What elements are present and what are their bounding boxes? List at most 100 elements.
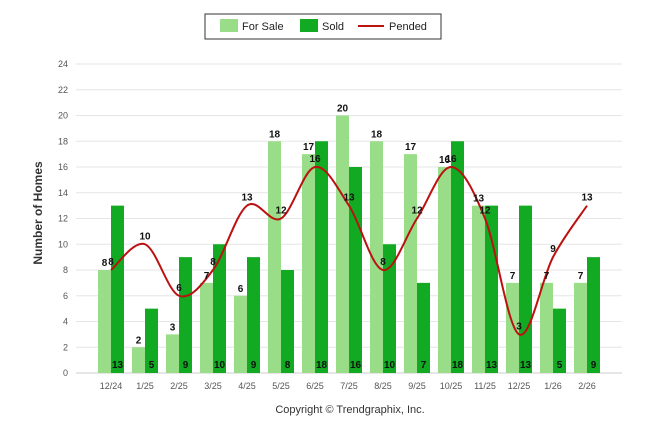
bar-sold bbox=[485, 205, 498, 373]
data-label-pended: 12 bbox=[479, 206, 491, 217]
data-label-sold: 8 bbox=[285, 360, 291, 371]
y-axis-label: Number of Homes bbox=[31, 161, 45, 265]
data-label-pended: 13 bbox=[343, 193, 355, 204]
pended-line-path bbox=[110, 165, 588, 336]
x-tick-label: 1/26 bbox=[544, 381, 562, 391]
data-label-pended: 10 bbox=[139, 231, 151, 242]
x-axis: 12/24 1/25 2/25 3/25 4/25 5/25 6/25 7/25 8/25 9/2… bbox=[100, 381, 596, 391]
bar-for-sale bbox=[472, 205, 485, 373]
y-tick-label: 10 bbox=[58, 239, 68, 249]
bar-for-sale bbox=[540, 282, 553, 373]
y-tick-label: 6 bbox=[63, 291, 68, 301]
bar-for-sale bbox=[506, 282, 519, 373]
bar-sold bbox=[111, 205, 124, 373]
bar-for-sale bbox=[302, 154, 315, 373]
bar-for-sale bbox=[98, 270, 111, 373]
legend-label-for-sale: For Sale bbox=[242, 21, 284, 33]
data-label-sold: 13 bbox=[112, 360, 124, 371]
data-label-for-sale: 20 bbox=[337, 104, 349, 115]
bar-sold bbox=[383, 244, 396, 373]
data-label-for-sale: 17 bbox=[303, 142, 315, 153]
data-label-sold: 16 bbox=[350, 360, 362, 371]
data-label-sold: 18 bbox=[452, 360, 464, 371]
bar-sold bbox=[145, 308, 158, 373]
bar-sold bbox=[247, 257, 260, 373]
bar-sold bbox=[417, 282, 430, 373]
data-label-for-sale: 7 bbox=[544, 271, 550, 282]
data-label-sold: 18 bbox=[316, 360, 328, 371]
data-label-sold: 9 bbox=[183, 360, 189, 371]
x-tick-label: 4/25 bbox=[238, 381, 256, 391]
x-tick-label: 12/25 bbox=[508, 381, 531, 391]
legend-label-sold: Sold bbox=[322, 21, 344, 33]
data-label-for-sale: 7 bbox=[204, 271, 210, 282]
x-tick-label: 7/25 bbox=[340, 381, 358, 391]
bar-for-sale bbox=[200, 282, 213, 373]
data-label-sold: 10 bbox=[384, 360, 396, 371]
pended-line bbox=[110, 165, 588, 336]
data-label-sold: 9 bbox=[251, 360, 257, 371]
data-label-pended: 13 bbox=[241, 193, 253, 204]
data-label-pended: 9 bbox=[550, 244, 556, 255]
data-label-for-sale: 17 bbox=[405, 142, 417, 153]
data-label-pended: 12 bbox=[411, 206, 423, 217]
data-label-for-sale: 6 bbox=[238, 284, 244, 295]
legend-box bbox=[204, 13, 442, 40]
bar-sold bbox=[519, 205, 532, 373]
y-tick-label: 0 bbox=[63, 368, 68, 378]
data-label-sold: 10 bbox=[214, 360, 226, 371]
x-tick-label: 8/25 bbox=[374, 381, 392, 391]
bar-for-sale bbox=[370, 141, 383, 373]
copyright: Copyright © Trendgraphix, Inc. bbox=[275, 404, 424, 416]
bar-for-sale bbox=[268, 141, 281, 373]
data-label-pended: 13 bbox=[581, 193, 593, 204]
data-label-pended: 6 bbox=[176, 283, 182, 294]
data-label-pended: 8 bbox=[380, 257, 386, 268]
bar-for-sale bbox=[132, 347, 145, 373]
bar-sold bbox=[587, 257, 600, 373]
bar-sold bbox=[315, 141, 328, 373]
bar-sold bbox=[179, 257, 192, 373]
data-label-pended: 12 bbox=[275, 206, 287, 217]
x-tick-label: 9/25 bbox=[408, 381, 426, 391]
x-tick-label: 2/25 bbox=[170, 381, 188, 391]
bar-for-sale bbox=[438, 167, 451, 373]
y-tick-label: 12 bbox=[58, 214, 68, 224]
data-labels: 8 13 8 2 5 10 3 9 6 7 10 8 6 9 13 18 8 12 17 18 16 20 16 13 18 10… bbox=[102, 104, 597, 372]
data-label-for-sale: 18 bbox=[371, 129, 383, 140]
bar-for-sale bbox=[336, 115, 349, 373]
bar-sold bbox=[451, 141, 464, 373]
data-label-pended: 8 bbox=[210, 257, 216, 268]
bars bbox=[98, 115, 600, 373]
bar-sold bbox=[553, 308, 566, 373]
y-tick-label: 22 bbox=[58, 85, 68, 95]
x-tick-label: 3/25 bbox=[204, 381, 222, 391]
data-label-for-sale: 8 bbox=[102, 258, 108, 269]
data-label-pended: 16 bbox=[445, 154, 457, 165]
legend-swatch-for-sale bbox=[220, 19, 238, 32]
bar-sold bbox=[281, 270, 294, 373]
x-tick-label: 5/25 bbox=[272, 381, 290, 391]
legend-swatch-sold bbox=[300, 19, 318, 32]
y-tick-label: 18 bbox=[58, 136, 68, 146]
data-label-sold: 13 bbox=[520, 360, 532, 371]
data-label-sold: 5 bbox=[149, 360, 155, 371]
bar-for-sale bbox=[166, 334, 179, 373]
x-tick-label: 10/25 bbox=[440, 381, 463, 391]
x-tick-label: 2/26 bbox=[578, 381, 596, 391]
x-tick-label: 12/24 bbox=[100, 381, 123, 391]
data-label-pended: 16 bbox=[309, 154, 321, 165]
data-label-pended: 3 bbox=[516, 321, 522, 332]
data-label-for-sale: 7 bbox=[578, 271, 584, 282]
bar-for-sale bbox=[574, 282, 587, 373]
data-label-for-sale: 2 bbox=[136, 335, 142, 346]
data-label-sold: 7 bbox=[421, 360, 427, 371]
data-label-for-sale: 7 bbox=[510, 271, 516, 282]
data-label-sold: 13 bbox=[486, 360, 498, 371]
bar-for-sale bbox=[234, 295, 247, 373]
bar-for-sale bbox=[404, 154, 417, 373]
bar-sold bbox=[213, 244, 226, 373]
bar-sold bbox=[349, 167, 362, 373]
